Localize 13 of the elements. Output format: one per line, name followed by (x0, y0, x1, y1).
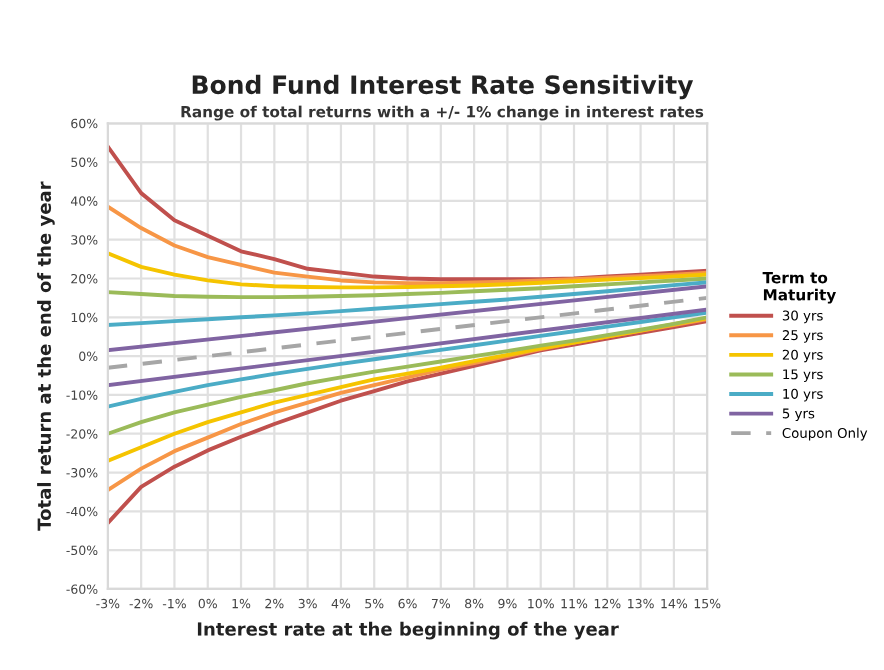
chart-title: Bond Fund Interest Rate Sensitivity (192, 74, 694, 100)
line-series (107, 319, 708, 525)
y-axis-title: Total return at the end of the year (37, 181, 55, 531)
line-series (107, 144, 708, 282)
x-axis-title: Interest rate at the beginning of the year (197, 621, 619, 640)
line-series (107, 317, 708, 492)
line-series (107, 251, 708, 290)
line-series (107, 316, 708, 463)
line-series (107, 276, 708, 300)
line-series (107, 315, 708, 436)
line-series (107, 280, 708, 328)
line-series (107, 204, 708, 286)
line-series (107, 310, 708, 409)
